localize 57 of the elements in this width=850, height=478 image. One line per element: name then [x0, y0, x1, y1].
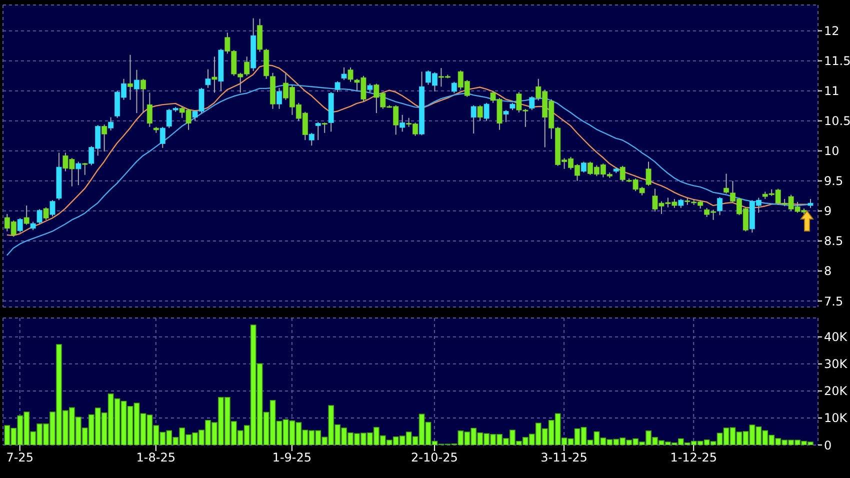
y-tick-label: 40K: [824, 330, 848, 344]
y-tick-label: 8.5: [824, 234, 844, 248]
candlestick: [315, 122, 321, 141]
y-tick-label: 20K: [824, 384, 848, 398]
y-tick-label: 12: [824, 24, 840, 38]
x-tick-label: 1-8-25: [136, 450, 176, 465]
x-tick-label: 7-25: [6, 450, 34, 465]
candlestick: [24, 205, 30, 226]
candlestick: [308, 132, 314, 146]
y-tick-label: 8: [824, 264, 832, 278]
candlestick: [146, 92, 152, 128]
candlestick: [76, 161, 82, 186]
candlestick: [678, 198, 684, 208]
x-tick-label: 1-9-25: [272, 450, 312, 465]
candlestick: [646, 161, 652, 186]
x-tick-label: 2-10-25: [411, 450, 458, 465]
y-tick-label: 10.5: [824, 114, 850, 128]
candlestick: [716, 196, 723, 216]
candlestick: [82, 162, 88, 176]
candlestick: [529, 96, 535, 111]
y-tick-label: 0: [824, 438, 832, 452]
y-tick-label: 11.5: [824, 54, 850, 68]
candlestick: [134, 69, 140, 114]
candlestick: [322, 122, 328, 134]
x-tick-label: 3-11-25: [540, 450, 588, 465]
candlestick: [102, 124, 108, 152]
y-tick-label: 10K: [824, 411, 848, 426]
candlestick: [212, 56, 218, 94]
candlestick: [400, 114, 406, 132]
candlestick: [451, 81, 457, 94]
candlestick: [108, 116, 114, 131]
candlestick: [50, 200, 56, 217]
y-tick-label: 30K: [824, 357, 848, 372]
candlestick: [127, 54, 134, 100]
candlestick: [341, 66, 347, 81]
candlestick: [36, 208, 42, 225]
candlestick: [503, 110, 509, 123]
candlestick: [580, 161, 587, 174]
candlestick: [477, 104, 483, 122]
y-tick-label: 9: [824, 204, 832, 218]
candlestick: [808, 198, 814, 208]
y-tick-label: 10: [824, 144, 840, 158]
y-tick-label: 11: [824, 84, 840, 98]
y-tick-label: 9.5: [824, 174, 844, 188]
candlestick: [484, 102, 490, 122]
candlestick: [17, 218, 23, 234]
candlestick: [140, 78, 146, 114]
candlestick: [620, 165, 626, 182]
candlestick: [723, 173, 730, 194]
candlestick: [160, 126, 166, 148]
candlestick: [334, 80, 340, 93]
x-tick-label: 1-12-25: [670, 450, 718, 465]
candlestick: [276, 87, 282, 110]
candlestick: [43, 206, 49, 220]
candlestick: [205, 68, 211, 88]
y-tick-label: 7.5: [824, 294, 844, 308]
candlestick: [470, 104, 476, 134]
